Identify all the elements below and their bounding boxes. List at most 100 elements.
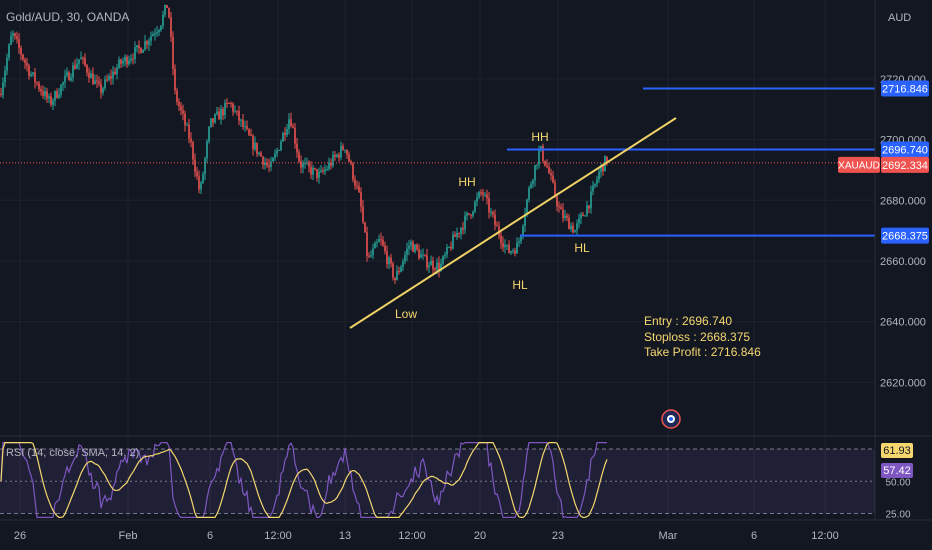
candle-body: [578, 218, 580, 224]
candle-body: [88, 72, 90, 79]
candle-body: [588, 205, 590, 209]
candle-body: [544, 160, 546, 166]
event-flag-icon[interactable]: [661, 409, 681, 429]
candle-body: [414, 244, 416, 252]
candle-body: [110, 76, 112, 79]
candle-body: [396, 270, 398, 281]
candle-body: [174, 68, 176, 91]
current-price-badge: XAUAUD 2692.334: [838, 156, 929, 173]
candle-body: [542, 146, 544, 161]
candle-body: [52, 100, 54, 105]
candle-body: [226, 102, 228, 104]
candle-body: [362, 206, 364, 223]
candle-body: [58, 94, 60, 98]
candle-body: [474, 201, 476, 212]
candle-body: [390, 257, 392, 264]
candle-body: [134, 47, 136, 60]
candle-body: [60, 84, 62, 95]
candle-body: [40, 89, 42, 92]
candle-body: [4, 70, 6, 83]
candle-body: [340, 145, 342, 158]
candle-body: [146, 41, 148, 45]
candle-body: [550, 173, 552, 176]
current-price-badge-label: 2692.334: [882, 160, 928, 172]
candle-body: [484, 194, 486, 196]
candle-body: [66, 72, 68, 76]
candle-body: [316, 169, 318, 178]
candle-body: [592, 185, 594, 192]
candle-body: [556, 196, 558, 207]
candle-body: [328, 162, 330, 169]
candle-body: [326, 168, 328, 170]
candle-body: [384, 245, 386, 252]
candle-body: [68, 72, 70, 81]
candle-body: [388, 257, 390, 264]
candle-body: [488, 198, 490, 213]
candle-body: [462, 227, 464, 230]
candle-body: [106, 79, 108, 81]
candle-body: [288, 119, 290, 130]
candle-body: [532, 180, 534, 184]
candle-body: [376, 242, 378, 244]
candle-body: [430, 260, 432, 266]
candle-body: [470, 214, 472, 216]
candle-body: [8, 44, 10, 59]
candle-body: [318, 171, 320, 178]
symbol-title[interactable]: Gold/AUD, 30, OANDA: [6, 10, 129, 24]
candle-body: [172, 36, 174, 69]
take-profit-badge: 2716.846: [881, 80, 929, 97]
candle-body: [366, 232, 368, 256]
time-tick-label: 6: [751, 530, 757, 542]
candle-body: [76, 63, 78, 69]
candle-body: [332, 154, 334, 166]
candle-body: [216, 111, 218, 115]
candle-body: [248, 129, 250, 136]
candle-body: [6, 58, 8, 71]
candle-body: [116, 67, 118, 75]
candle-body: [324, 169, 326, 172]
candle-body: [346, 149, 348, 155]
candle-body: [460, 227, 462, 234]
candle-body: [540, 146, 542, 151]
candle-body: [46, 91, 48, 99]
candle-body: [32, 72, 34, 75]
time-tick-label: 6: [207, 530, 213, 542]
candle-body: [422, 254, 424, 256]
candle-body: [206, 141, 208, 159]
price-tick-label: 2680.000: [880, 195, 926, 207]
candle-body: [42, 91, 44, 96]
candle-body: [102, 88, 104, 93]
candle-body: [312, 167, 314, 175]
rsi-value-badge: 61.93: [881, 443, 913, 458]
candle-body: [262, 156, 264, 165]
candle-body: [176, 90, 178, 102]
candle-body: [344, 149, 346, 151]
candle-body: [234, 110, 236, 112]
rsi-title[interactable]: RSI (14, close, SMA, 14, 2): [6, 447, 139, 459]
time-tick-label: 20: [474, 530, 486, 542]
candle-body: [334, 154, 336, 157]
candle-body: [280, 141, 282, 150]
candle-body: [530, 183, 532, 188]
candle-body: [14, 33, 16, 37]
entry-badge: 2696.740: [881, 141, 929, 158]
candle-body: [114, 71, 116, 75]
candle-body: [504, 245, 506, 248]
candle-body: [394, 277, 396, 281]
trendline[interactable]: [349, 117, 677, 329]
candle-body: [20, 47, 22, 55]
time-axis[interactable]: 26 Feb 6 12:00 13 12:00 20 23 Mar 6 12:00: [14, 530, 839, 542]
candle-body: [526, 199, 528, 215]
candle-body: [300, 161, 302, 168]
candle-body: [458, 232, 460, 234]
time-tick-label: 23: [552, 530, 564, 542]
candle-body: [606, 156, 608, 163]
candle-body: [64, 75, 66, 83]
candle-body: [12, 33, 14, 36]
candle-body: [308, 162, 310, 167]
candle-body: [70, 77, 72, 81]
candle-body: [140, 48, 142, 53]
candle-body: [528, 187, 530, 200]
candle-body: [450, 246, 452, 249]
